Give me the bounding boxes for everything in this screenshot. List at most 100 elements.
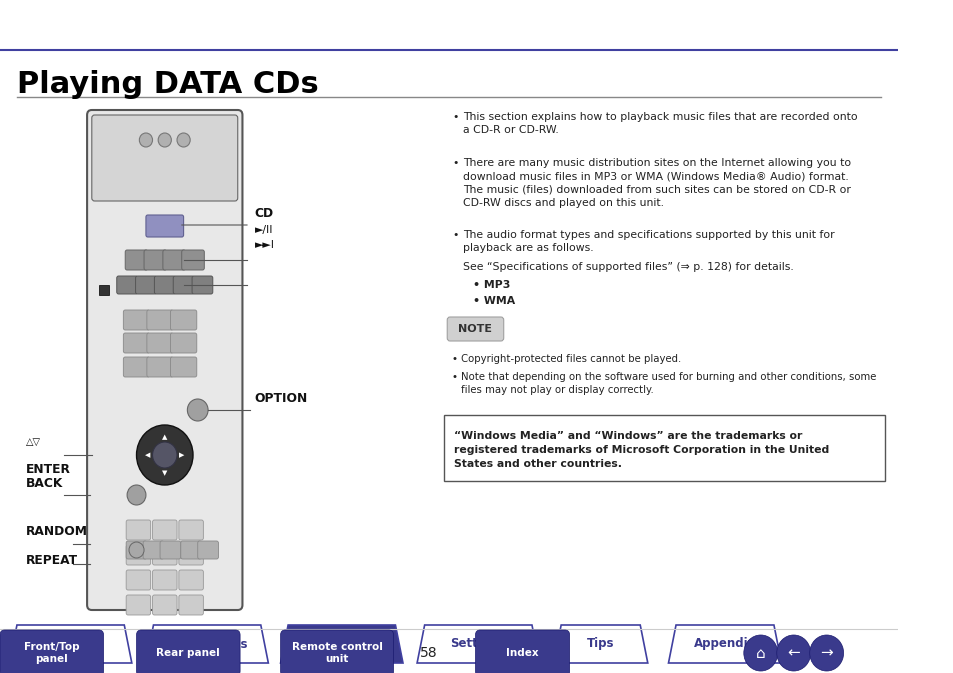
Text: ▶: ▶ (179, 452, 184, 458)
FancyBboxPatch shape (126, 570, 151, 590)
Text: Front/Top
panel: Front/Top panel (24, 642, 79, 664)
FancyBboxPatch shape (125, 250, 148, 270)
Text: 58: 58 (419, 646, 436, 660)
FancyBboxPatch shape (163, 250, 185, 270)
FancyBboxPatch shape (147, 333, 173, 353)
FancyBboxPatch shape (135, 276, 156, 294)
FancyBboxPatch shape (152, 520, 177, 540)
Text: •: • (452, 158, 457, 168)
Text: △▽: △▽ (26, 437, 41, 447)
Text: Contents: Contents (41, 637, 100, 651)
Text: Copyright-protected files cannot be played.: Copyright-protected files cannot be play… (461, 354, 680, 364)
Text: OPTION: OPTION (254, 392, 308, 405)
Polygon shape (668, 625, 781, 663)
FancyBboxPatch shape (91, 115, 237, 201)
FancyBboxPatch shape (173, 276, 193, 294)
Text: ◀: ◀ (145, 452, 151, 458)
Text: REPEAT: REPEAT (26, 554, 78, 567)
FancyBboxPatch shape (87, 110, 242, 610)
FancyBboxPatch shape (179, 545, 203, 565)
FancyBboxPatch shape (280, 630, 394, 673)
FancyBboxPatch shape (136, 630, 240, 673)
Polygon shape (553, 625, 647, 663)
Text: • MP3: • MP3 (472, 280, 510, 290)
FancyBboxPatch shape (179, 595, 203, 615)
Text: ENTER: ENTER (26, 463, 71, 476)
FancyBboxPatch shape (171, 310, 196, 330)
Text: Note that depending on the software used for burning and other conditions, some
: Note that depending on the software used… (461, 372, 876, 395)
FancyBboxPatch shape (147, 357, 173, 377)
FancyBboxPatch shape (123, 357, 150, 377)
Text: • WMA: • WMA (472, 296, 515, 306)
Text: NOTE: NOTE (458, 324, 492, 334)
Text: →: → (820, 645, 832, 660)
Text: Appendix: Appendix (693, 637, 756, 651)
Text: Tips: Tips (586, 637, 614, 651)
FancyBboxPatch shape (160, 541, 180, 559)
FancyBboxPatch shape (181, 250, 204, 270)
FancyBboxPatch shape (192, 276, 213, 294)
Text: •: • (452, 112, 457, 122)
Text: Playback: Playback (312, 637, 371, 651)
FancyBboxPatch shape (171, 357, 196, 377)
Circle shape (152, 442, 177, 468)
FancyBboxPatch shape (126, 545, 151, 565)
Text: ←: ← (786, 645, 800, 660)
Circle shape (158, 133, 172, 147)
Circle shape (177, 133, 190, 147)
FancyBboxPatch shape (152, 545, 177, 565)
Circle shape (187, 399, 208, 421)
Text: •: • (452, 230, 457, 240)
Text: Settings: Settings (450, 637, 505, 651)
Bar (99, 285, 109, 295)
Text: Playing DATA CDs: Playing DATA CDs (17, 70, 318, 99)
FancyBboxPatch shape (152, 595, 177, 615)
Text: The audio format types and specifications supported by this unit for
playback ar: The audio format types and specification… (463, 230, 834, 253)
Text: “Windows Media” and “Windows” are the trademarks or
registered trademarks of Mic: “Windows Media” and “Windows” are the tr… (454, 431, 828, 469)
FancyBboxPatch shape (126, 541, 147, 559)
Text: Index: Index (506, 648, 538, 658)
Circle shape (136, 425, 193, 485)
FancyBboxPatch shape (123, 333, 150, 353)
Text: There are many music distribution sites on the Internet allowing you to
download: There are many music distribution sites … (463, 158, 850, 207)
FancyBboxPatch shape (147, 310, 173, 330)
FancyBboxPatch shape (146, 215, 183, 237)
FancyBboxPatch shape (123, 310, 150, 330)
Text: CD: CD (254, 207, 274, 220)
Text: Rear panel: Rear panel (156, 648, 220, 658)
FancyBboxPatch shape (143, 541, 164, 559)
Text: ▲: ▲ (162, 434, 168, 440)
Circle shape (127, 485, 146, 505)
Text: Connections: Connections (166, 637, 248, 651)
Circle shape (129, 542, 144, 558)
Text: BACK: BACK (26, 477, 63, 490)
FancyBboxPatch shape (154, 276, 175, 294)
FancyBboxPatch shape (126, 595, 151, 615)
Circle shape (809, 635, 842, 671)
FancyBboxPatch shape (179, 570, 203, 590)
FancyBboxPatch shape (126, 520, 151, 540)
Text: ▼: ▼ (162, 470, 168, 476)
FancyBboxPatch shape (197, 541, 218, 559)
Circle shape (139, 133, 152, 147)
Text: •: • (452, 372, 457, 382)
FancyBboxPatch shape (475, 630, 569, 673)
FancyBboxPatch shape (0, 630, 104, 673)
Text: Remote control
unit: Remote control unit (292, 642, 382, 664)
Polygon shape (280, 625, 402, 663)
FancyBboxPatch shape (116, 276, 137, 294)
Text: •: • (452, 354, 457, 364)
Circle shape (776, 635, 810, 671)
Text: RANDOM: RANDOM (26, 525, 88, 538)
Text: This section explains how to playback music files that are recorded onto
a CD-R : This section explains how to playback mu… (463, 112, 857, 135)
Text: See “Specifications of supported files” (⇒ p. 128) for details.: See “Specifications of supported files” … (463, 262, 793, 272)
FancyBboxPatch shape (152, 570, 177, 590)
Polygon shape (146, 625, 268, 663)
Text: ►►I: ►►I (254, 240, 274, 250)
FancyBboxPatch shape (179, 520, 203, 540)
Text: ⌂: ⌂ (755, 645, 764, 660)
Text: ►/II: ►/II (254, 225, 273, 235)
Polygon shape (416, 625, 539, 663)
Circle shape (743, 635, 777, 671)
FancyBboxPatch shape (180, 541, 201, 559)
